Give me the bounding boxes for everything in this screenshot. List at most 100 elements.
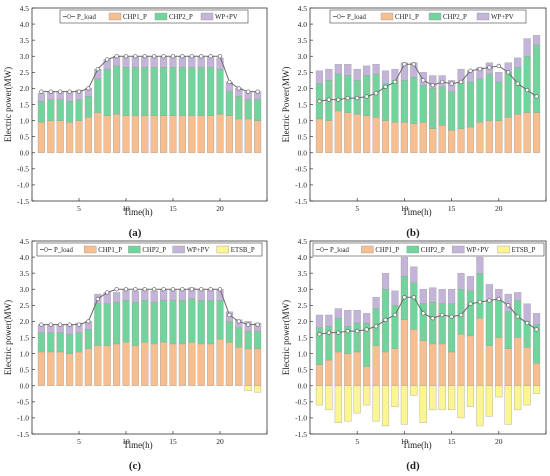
legend-swatch	[476, 12, 490, 21]
bar-segment	[457, 334, 465, 386]
bar-segment	[391, 305, 399, 349]
bar-segment	[84, 329, 92, 349]
bar-segment	[532, 44, 541, 113]
bar-segment	[216, 300, 224, 340]
y-tick-label: 2.5	[298, 68, 308, 77]
bar-segment	[169, 343, 177, 386]
bar-segment	[315, 364, 324, 386]
y-tick-label: 4.5	[20, 237, 30, 246]
legend-swatch	[406, 245, 419, 254]
bar-segment	[113, 113, 121, 153]
bar-segment	[244, 385, 252, 391]
bar-segment	[476, 272, 484, 319]
bar-segment	[363, 313, 371, 324]
bar-segment	[523, 38, 531, 57]
bar-segment	[372, 117, 380, 153]
bar-segment	[315, 385, 324, 406]
bar-segment	[188, 67, 196, 116]
bar-segment	[495, 120, 503, 153]
bar-segment	[325, 314, 333, 327]
bar-segment	[75, 99, 83, 121]
y-tick-label: 4.5	[20, 4, 30, 13]
x-tick-label: 15	[448, 437, 456, 446]
y-tick-label: 2.5	[298, 301, 308, 310]
bar-segment	[235, 327, 243, 348]
bar-segment	[325, 385, 333, 411]
chart-panel-0: -1.5 -1.0 -0.5 0.0 0.5 1.0 1.5 2.0 2.5 3.0 3.5 4.0 4…	[3, 4, 268, 239]
bar-segment	[419, 122, 427, 153]
bar-segment	[235, 346, 243, 386]
bar-segment	[438, 289, 446, 304]
bar-segment	[113, 65, 121, 115]
load-point	[170, 54, 176, 59]
bar-segment	[344, 309, 352, 327]
x-axis-label: Time(h)	[123, 207, 152, 217]
y-tick-label: 1.0	[298, 116, 308, 125]
load-point	[67, 89, 72, 94]
y-tick-label: 0.0	[20, 149, 30, 158]
load-point	[524, 320, 530, 326]
bar-segment	[514, 385, 522, 411]
bar-segment	[466, 385, 475, 407]
bar-segment	[391, 122, 399, 153]
bar-segment	[495, 337, 503, 386]
y-tick-label: 1.5	[298, 100, 308, 109]
bar-segment	[448, 385, 456, 411]
load-point	[76, 89, 82, 94]
bar-segment	[372, 73, 380, 118]
bar-segment	[103, 345, 111, 386]
bar-segment	[94, 303, 102, 346]
bar-segment	[514, 57, 522, 68]
load-point	[161, 287, 166, 292]
load-point	[189, 54, 194, 59]
bar-segment	[466, 290, 475, 337]
y-tick-label: 1.5	[20, 333, 30, 342]
bar-segment	[363, 366, 371, 386]
legend-swatch	[216, 245, 230, 254]
bar-segment	[169, 300, 177, 345]
bar-segment	[466, 335, 475, 386]
bar-segment	[334, 64, 342, 75]
bar-segment	[131, 345, 139, 386]
bar-segment	[244, 348, 252, 386]
bar-segment	[188, 115, 196, 153]
legend-label: WP+PV	[466, 247, 489, 254]
bar-segment	[37, 101, 45, 123]
legend-label: CHP2_P	[142, 247, 166, 254]
load-point	[364, 94, 369, 99]
bar-segment	[225, 91, 233, 116]
bar-segment	[315, 70, 324, 84]
load-point	[246, 322, 251, 327]
x-tick-label: 5	[77, 437, 81, 446]
bar-segment	[372, 64, 380, 75]
bar-segment	[485, 284, 493, 301]
bar-segment	[353, 322, 361, 353]
bar-segment	[150, 301, 158, 345]
y-tick-label: 0.5	[20, 365, 30, 374]
y-tick-label: 1.5	[20, 100, 30, 109]
bar-segment	[485, 345, 493, 386]
load-point	[161, 54, 166, 59]
y-tick-label: 3.5	[20, 269, 30, 278]
load-point	[506, 303, 511, 308]
bar-segment	[131, 301, 139, 346]
legend-label: CHP2_P	[443, 14, 467, 21]
bar-segment	[216, 68, 224, 115]
bar-segment	[381, 120, 390, 153]
bar-segment	[122, 115, 130, 153]
y-tick-label: 0.5	[298, 132, 308, 141]
legend-label: P_load	[77, 14, 96, 21]
y-tick-label: 2.5	[20, 68, 30, 77]
y-tick-label: -1.0	[17, 181, 29, 190]
bar-segment	[254, 348, 262, 386]
y-tick-label: 1.5	[298, 333, 308, 342]
bar-segment	[103, 68, 111, 116]
load-point	[236, 319, 241, 324]
bar-segment	[448, 130, 456, 153]
bar-segment	[334, 110, 342, 153]
load-point	[524, 87, 530, 93]
load-point	[48, 322, 53, 327]
bar-segment	[141, 115, 149, 153]
bar-segment	[523, 303, 531, 322]
bar-segment	[37, 332, 45, 353]
